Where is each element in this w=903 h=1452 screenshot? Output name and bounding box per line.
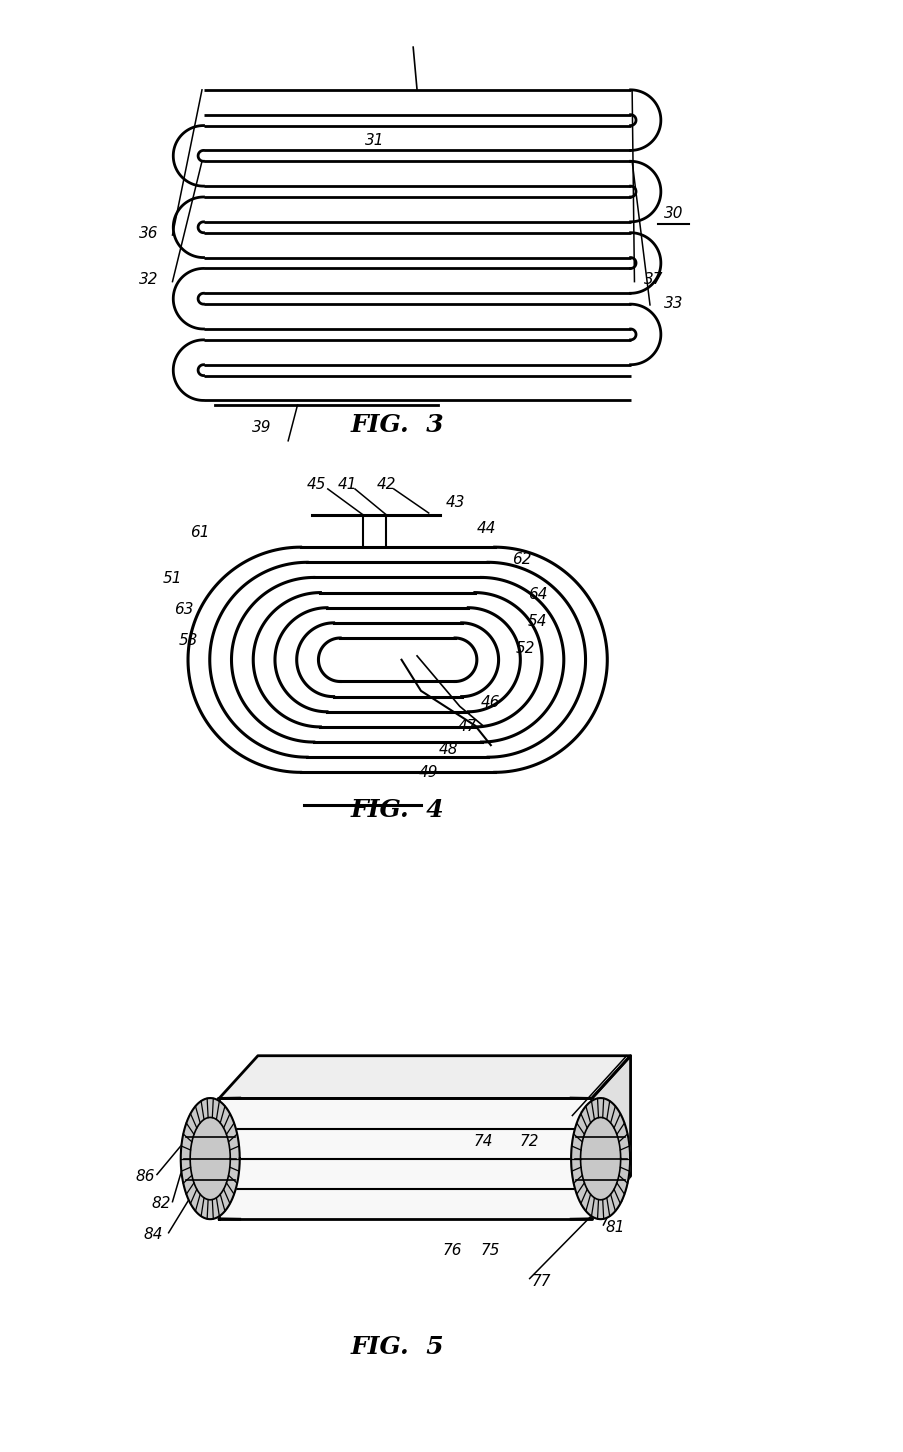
Text: 39: 39 — [252, 420, 271, 434]
Text: 51: 51 — [163, 571, 182, 587]
Text: 86: 86 — [135, 1169, 155, 1183]
Text: 32: 32 — [139, 272, 159, 287]
Text: 30: 30 — [663, 206, 683, 221]
Text: 46: 46 — [480, 696, 500, 710]
Text: 52: 52 — [516, 640, 535, 656]
Polygon shape — [181, 1098, 239, 1220]
Text: 74: 74 — [473, 1134, 492, 1149]
Text: 47: 47 — [457, 719, 477, 733]
Text: 63: 63 — [174, 603, 193, 617]
Text: 72: 72 — [519, 1134, 539, 1149]
Text: 73: 73 — [578, 1134, 597, 1149]
Polygon shape — [219, 1056, 630, 1099]
Text: 71: 71 — [578, 1111, 597, 1125]
Polygon shape — [591, 1056, 630, 1218]
Text: 82: 82 — [151, 1196, 171, 1211]
Text: 44: 44 — [477, 521, 496, 536]
Text: FIG.  3: FIG. 3 — [350, 412, 444, 437]
Text: 75: 75 — [480, 1243, 500, 1257]
Text: 77: 77 — [531, 1273, 551, 1288]
Text: 37: 37 — [644, 272, 663, 287]
Text: 36: 36 — [139, 225, 159, 241]
Text: 42: 42 — [376, 476, 396, 491]
Text: 43: 43 — [446, 495, 465, 510]
Text: FIG.  5: FIG. 5 — [350, 1334, 444, 1359]
Text: 61: 61 — [190, 524, 209, 540]
Text: 76: 76 — [442, 1243, 461, 1257]
Text: 49: 49 — [418, 765, 438, 780]
Text: 53: 53 — [178, 633, 198, 648]
Text: 31: 31 — [364, 132, 384, 148]
Text: 33: 33 — [663, 296, 683, 311]
Text: 81: 81 — [605, 1220, 624, 1234]
Polygon shape — [571, 1098, 629, 1220]
Text: 48: 48 — [438, 742, 457, 756]
Text: 62: 62 — [512, 552, 531, 566]
Text: 83: 83 — [600, 1165, 620, 1180]
Text: 64: 64 — [527, 587, 546, 601]
Text: FIG.  4: FIG. 4 — [350, 797, 444, 822]
Text: 45: 45 — [306, 476, 325, 491]
Text: 85: 85 — [605, 1192, 624, 1207]
Text: 41: 41 — [337, 476, 357, 491]
Polygon shape — [219, 1099, 591, 1218]
Text: 54: 54 — [527, 614, 546, 629]
Text: 84: 84 — [144, 1227, 163, 1241]
